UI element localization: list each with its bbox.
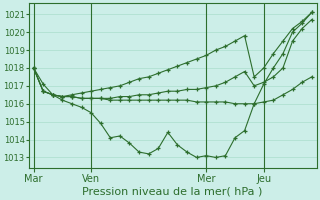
X-axis label: Pression niveau de la mer( hPa ): Pression niveau de la mer( hPa ) — [83, 187, 263, 197]
